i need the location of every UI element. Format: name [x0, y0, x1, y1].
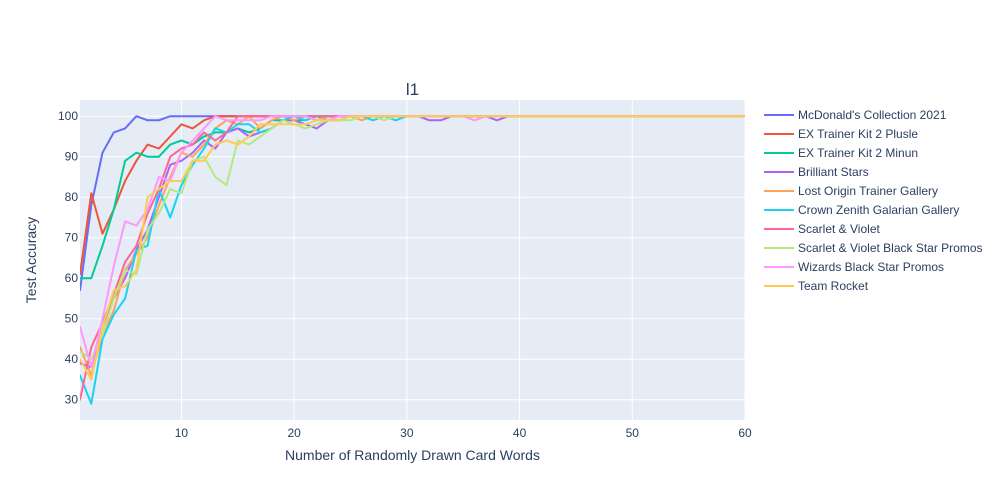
chart-title: l1	[406, 80, 419, 99]
legend-label: Scarlet & Violet	[798, 222, 880, 236]
x-tick-label: 10	[175, 426, 189, 440]
x-tick-label: 30	[400, 426, 414, 440]
legend-label: Team Rocket	[798, 279, 869, 293]
tick-labels: 10 20 30 40 50 60 30 40 50 60 70 80 90 100	[58, 109, 752, 440]
y-tick-label: 100	[58, 109, 78, 123]
legend-label: Crown Zenith Galarian Gallery	[798, 203, 959, 217]
legend-item[interactable]: Team Rocket	[764, 279, 869, 293]
y-tick-label: 70	[65, 231, 79, 245]
legend-item[interactable]: Brilliant Stars	[764, 165, 869, 179]
legend-label: Wizards Black Star Promos	[798, 260, 944, 274]
legend-label: Lost Origin Trainer Gallery	[798, 184, 938, 198]
legend-item[interactable]: Scarlet & Violet Black Star Promos	[764, 241, 983, 255]
legend-item[interactable]: Lost Origin Trainer Gallery	[764, 184, 938, 198]
legend-item[interactable]: EX Trainer Kit 2 Minun	[764, 146, 918, 160]
legend-label: EX Trainer Kit 2 Minun	[798, 146, 918, 160]
legend-label: Scarlet & Violet Black Star Promos	[798, 241, 983, 255]
x-tick-label: 40	[513, 426, 527, 440]
x-axis-title: Number of Randomly Drawn Card Words	[285, 447, 540, 463]
series-line	[80, 115, 745, 361]
x-tick-label: 20	[287, 426, 301, 440]
y-tick-label: 50	[65, 312, 79, 326]
legend-item[interactable]: EX Trainer Kit 2 Plusle	[764, 127, 918, 141]
legend-label: Brilliant Stars	[798, 165, 869, 179]
y-tick-label: 80	[65, 190, 79, 204]
y-tick-label: 30	[65, 393, 79, 407]
legend-item[interactable]: Crown Zenith Galarian Gallery	[764, 203, 959, 217]
legend-item[interactable]: Scarlet & Violet	[764, 222, 880, 236]
legend-label: McDonald's Collection 2021	[798, 108, 947, 122]
legend-item[interactable]: Wizards Black Star Promos	[764, 260, 944, 274]
series-group	[80, 115, 745, 405]
plot-area	[80, 100, 745, 420]
legend: McDonald's Collection 2021 EX Trainer Kit…	[764, 108, 983, 293]
x-tick-label: 60	[738, 426, 752, 440]
y-tick-label: 40	[65, 352, 79, 366]
legend-item[interactable]: McDonald's Collection 2021	[764, 108, 947, 122]
x-tick-label: 50	[626, 426, 640, 440]
series-line	[80, 115, 745, 381]
y-axis-title: Test Accuracy	[23, 217, 39, 303]
legend-label: EX Trainer Kit 2 Plusle	[798, 127, 918, 141]
y-tick-label: 90	[65, 150, 79, 164]
y-tick-label: 60	[65, 271, 79, 285]
